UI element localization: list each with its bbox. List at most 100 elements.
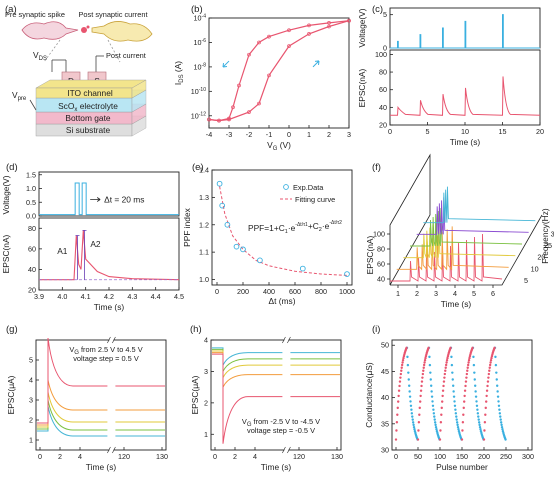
data-point	[257, 101, 261, 106]
depression-point	[501, 428, 504, 431]
depression-point	[411, 421, 415, 424]
axis-break	[109, 339, 114, 342]
depression-point	[498, 408, 501, 411]
potentiation-point	[485, 389, 489, 392]
potentiation-point	[421, 372, 425, 376]
data-point	[231, 105, 235, 110]
y-tick-label: 20	[28, 286, 36, 295]
note-text: VG from 2.5 V to 4.5 V	[69, 345, 142, 356]
depression-point	[498, 412, 502, 415]
depression-point	[430, 395, 434, 398]
potentiation-point	[445, 359, 449, 362]
depression-point	[433, 421, 437, 424]
epsc-axis-label: EPSC(nA)	[357, 68, 367, 107]
potentiation-point	[418, 406, 421, 410]
x-tick-label: 4	[78, 452, 82, 461]
potentiation-point	[468, 356, 471, 360]
depression-point	[450, 355, 453, 359]
x-tick-label: 300	[522, 452, 534, 461]
x-tick-label: 6	[491, 289, 495, 298]
x-tick-label: 3.9	[34, 292, 44, 301]
data-point	[307, 23, 311, 28]
y-axis-label: EPSC(μA)	[6, 375, 16, 414]
potentiation-point	[466, 366, 469, 369]
depression-point	[434, 425, 438, 429]
potentiation-point	[397, 389, 401, 392]
vds-label: VDS	[33, 50, 47, 62]
epsc-line	[390, 76, 541, 116]
note-text: voltage step = 0.5 V	[73, 354, 139, 363]
depression-point	[456, 423, 459, 427]
potentiation-point	[483, 421, 487, 424]
y-tick-label: 30	[381, 446, 389, 455]
y-tick-label: 1.1	[199, 248, 209, 257]
y-tick-label: 0	[383, 44, 387, 53]
panel-label: (f)	[372, 162, 381, 173]
potentiation-point	[444, 369, 447, 372]
panel-label: (i)	[372, 324, 380, 335]
depression-point	[450, 363, 454, 367]
y-tick-label: 100	[373, 230, 385, 239]
frequency-trace	[396, 226, 509, 271]
depression-point	[495, 378, 498, 381]
potentiation-point	[485, 400, 488, 403]
potentiation-point	[398, 380, 402, 383]
depression-point	[478, 423, 481, 427]
potentiation-point	[466, 369, 469, 372]
data-point	[267, 73, 271, 78]
potentiation-point	[395, 429, 398, 432]
potentiation-point	[441, 400, 444, 403]
y-axis-label: Conductance(μS)	[364, 362, 374, 428]
x-tick-label: 800	[315, 287, 327, 296]
data-point	[327, 24, 331, 29]
depression-point	[451, 378, 454, 381]
potentiation-point	[464, 380, 468, 383]
potentiation-point	[461, 429, 464, 432]
data-point	[233, 243, 240, 250]
depression-point	[474, 390, 477, 393]
x-tick-label: 4.4	[151, 292, 161, 301]
depression-point	[411, 415, 414, 418]
depression-point	[453, 404, 457, 407]
depression-point	[455, 415, 458, 418]
data-point	[207, 117, 211, 122]
potentiation-point	[462, 413, 465, 416]
y-tick-label: 2	[204, 398, 208, 407]
depression-point	[499, 421, 503, 424]
potentiation-point	[400, 366, 403, 369]
y-tick-label: 40	[377, 275, 385, 284]
potentiation-point	[489, 361, 492, 364]
potentiation-point	[443, 372, 447, 376]
amplitude-marker	[75, 235, 80, 280]
data-point	[219, 202, 226, 209]
x-tick-label: 120	[293, 452, 305, 461]
depression-point	[455, 421, 459, 424]
axis-break-mark	[282, 336, 291, 454]
depression-point	[412, 425, 416, 429]
potentiation-point	[449, 346, 452, 350]
potentiation-point	[440, 406, 443, 410]
epsc-series-40V	[37, 379, 165, 426]
note-text: voltage step = -0.5 V	[247, 426, 315, 435]
frequency-trace	[423, 186, 536, 224]
data-point	[240, 246, 246, 253]
depression-point	[429, 378, 432, 381]
axis-break	[109, 448, 114, 451]
legend-marker	[283, 184, 289, 190]
depression-point	[408, 395, 412, 398]
potentiation-point	[420, 384, 423, 388]
depression-point	[411, 418, 414, 421]
pointer-line	[43, 39, 61, 63]
post-current-text: Post synaptic current	[78, 10, 147, 19]
potentiation-point	[486, 384, 489, 388]
potentiation-point	[396, 413, 399, 416]
x-tick-label: 10	[461, 127, 469, 136]
epsc-series-30V	[37, 399, 165, 431]
panel-b: (b) -4 -3 -2 -1 0 1 2 3 10-12 10-10 10-8 10-6 10-4 IDS…	[173, 4, 351, 152]
potentiation-point	[419, 389, 423, 392]
y-tick-label: 3	[29, 396, 33, 405]
depression-point	[413, 428, 416, 431]
potentiation-point	[483, 429, 486, 432]
depression-point	[500, 425, 504, 429]
y-tick-label: 1.0	[199, 275, 209, 284]
